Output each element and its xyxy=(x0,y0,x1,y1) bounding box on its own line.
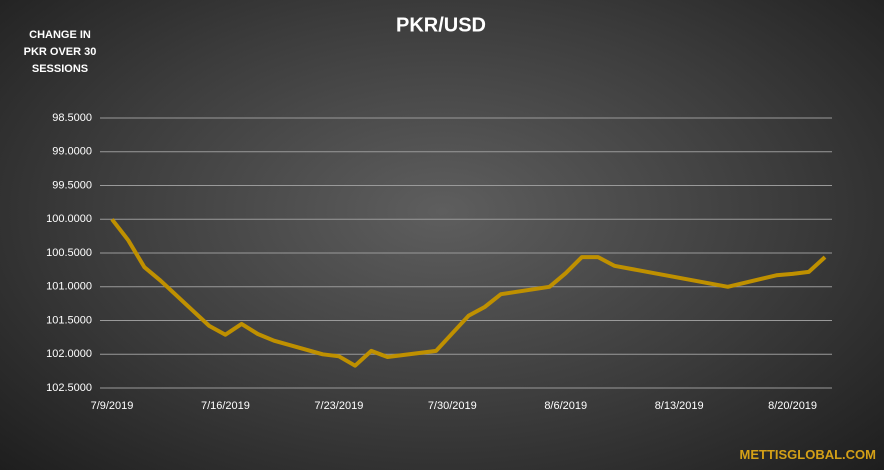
source: METTISGLOBAL.COM xyxy=(739,447,877,462)
y-tick-label: 101.0000 xyxy=(46,281,92,293)
y-tick-label: 100.0000 xyxy=(46,213,92,225)
x-tick-label: 7/30/2019 xyxy=(428,400,477,412)
chart-title: PKR/USD xyxy=(396,14,486,36)
x-tick-label: 8/13/2019 xyxy=(655,400,704,412)
x-tick-label: 8/20/2019 xyxy=(768,400,817,412)
y-tick-label: 101.5000 xyxy=(46,314,92,326)
y-tick-label: 102.0000 xyxy=(46,348,92,360)
line-series xyxy=(110,218,827,368)
y-tick-label: 99.5000 xyxy=(52,179,92,191)
y-tick-label: 100.5000 xyxy=(46,247,92,259)
y-axis-label: CHANGE IN PKR OVER 30 SESSIONS xyxy=(23,29,97,75)
y-tick-label: 102.5000 xyxy=(46,382,92,394)
y-tick-label: 99.0000 xyxy=(52,146,92,158)
y-tick-label: 98.5000 xyxy=(52,112,92,124)
x-tick-label: 7/23/2019 xyxy=(314,400,363,412)
x-tick-label: 7/16/2019 xyxy=(201,400,250,412)
x-tick-label: 8/6/2019 xyxy=(544,400,587,412)
x-tick-label: 7/9/2019 xyxy=(91,400,134,412)
